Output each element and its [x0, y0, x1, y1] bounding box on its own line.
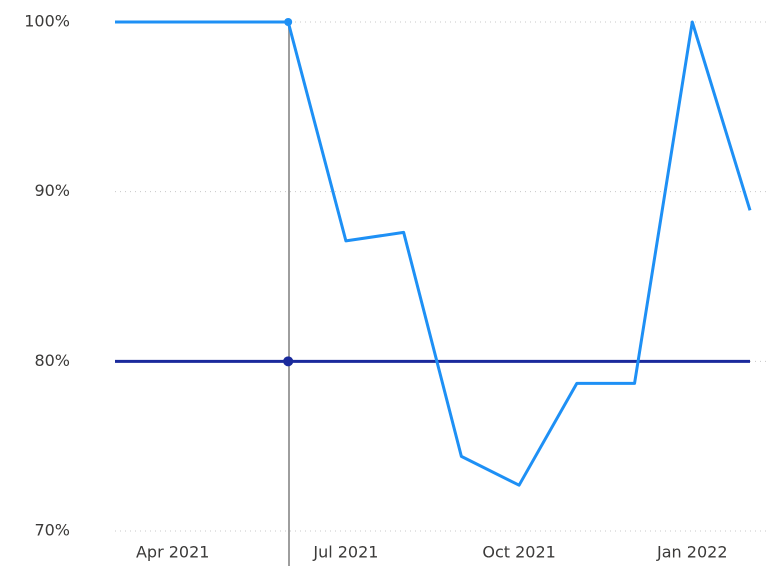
y-tick-label: 100%	[24, 12, 70, 31]
x-tick-label: Jul 2021	[312, 543, 378, 562]
series-line	[115, 20, 752, 487]
y-tick-label: 80%	[34, 351, 70, 370]
y-tick-label: 70%	[34, 521, 70, 540]
x-tick-label: Oct 2021	[482, 543, 555, 562]
x-tick-label: Jan 2022	[656, 543, 727, 562]
x-tick-label: Apr 2021	[136, 543, 209, 562]
hover-dot	[283, 356, 294, 367]
hover-dot	[284, 18, 293, 26]
y-tick-label: 90%	[34, 181, 70, 200]
grid	[115, 21, 769, 532]
